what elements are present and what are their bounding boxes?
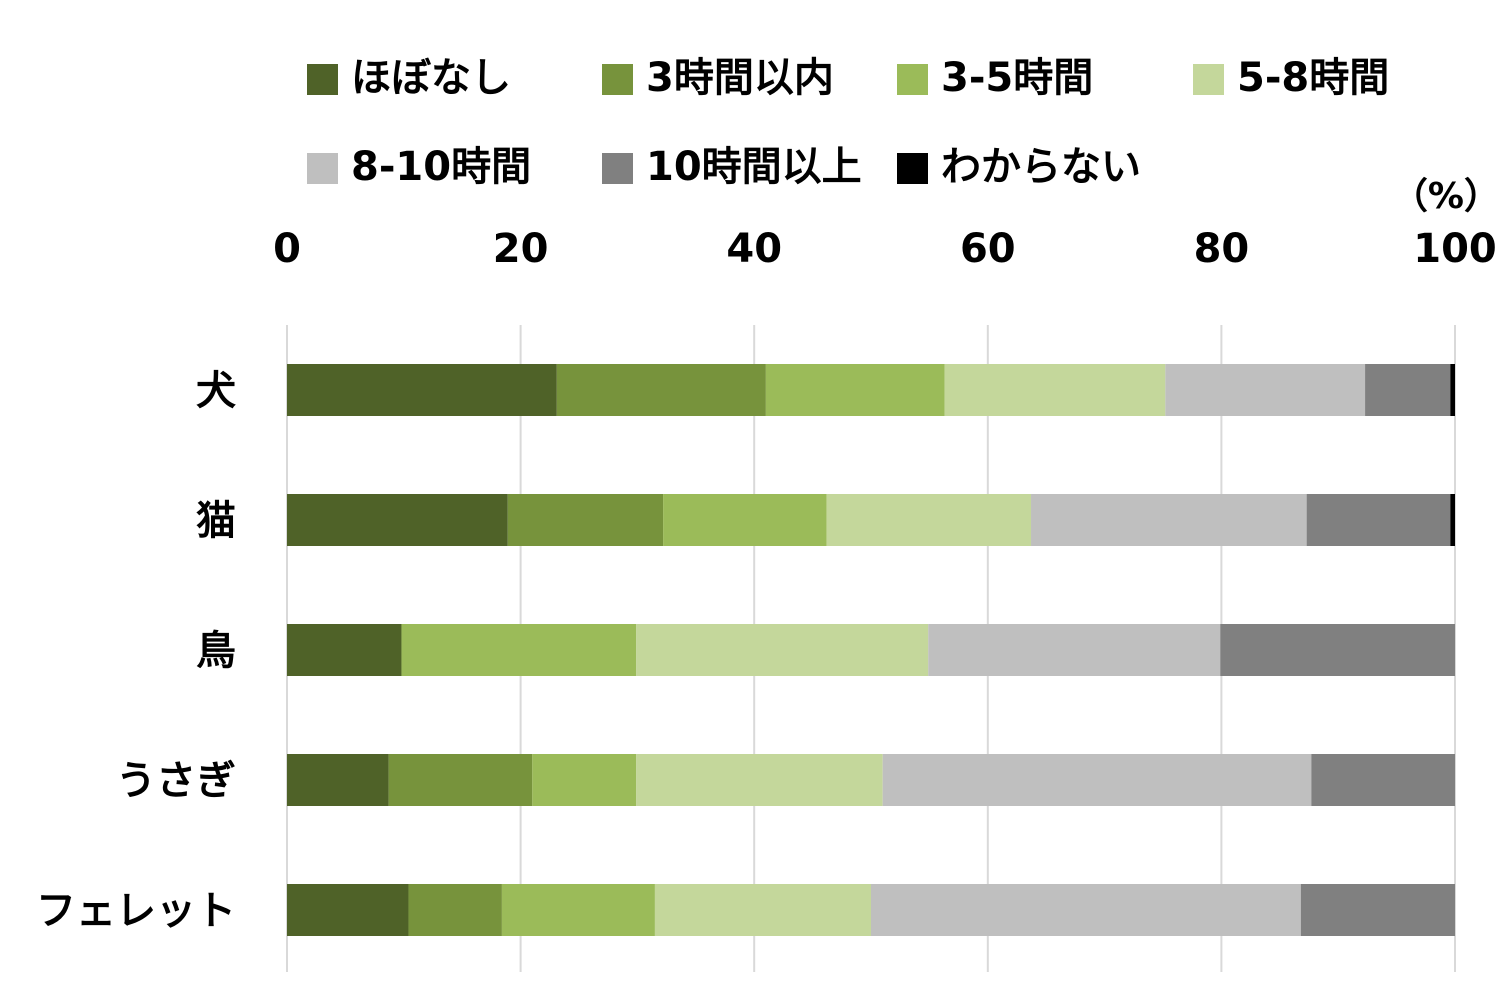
legend: ほぼなし 3時間以内 3-5時間 5-8時間 8-10時間 10時間以上 わからない [307,55,1389,190]
bar-segment-cat4-series1 [287,754,389,806]
x-axis-ticks: 0 20 40 60 80 100 [273,226,1497,272]
bar-segment-cat3-series1 [287,624,402,676]
bar-segment-cat5-series4 [654,884,871,936]
bar-segment-cat2-series3 [663,494,827,546]
bars [287,364,1455,936]
x-tick-label-80: 80 [1194,226,1250,272]
bar-segment-cat3-series6 [1220,624,1455,676]
unit-label: （%） [1392,176,1500,217]
legend-swatch-5 [307,153,338,184]
bar-segment-cat1-series3 [765,364,945,416]
bar-segment-cat5-series1 [287,884,409,936]
bar-segment-cat5-series2 [408,884,502,936]
x-tick-label-60: 60 [960,226,1016,272]
legend-swatch-1 [307,64,338,95]
x-tick-label-100: 100 [1413,226,1497,272]
bar-segment-cat3-series4 [636,624,929,676]
bar-segment-cat4-series4 [636,754,883,806]
legend-swatch-3 [897,64,928,95]
bar-segment-cat1-series2 [556,364,766,416]
bar-segment-cat1-series6 [1365,364,1451,416]
bar-segment-cat1-series1 [287,364,557,416]
x-tick-label-40: 40 [726,226,782,272]
category-label-1: 犬 [196,368,236,414]
bar-segment-cat2-series2 [507,494,664,546]
legend-label-1: ほぼなし [351,55,511,101]
bar-segment-cat2-series6 [1306,494,1451,546]
legend-swatch-7 [897,153,928,184]
bar-segment-cat2-series7 [1450,494,1455,546]
bar-segment-cat2-series5 [1031,494,1307,546]
legend-label-2: 3時間以内 [646,55,834,101]
category-label-5: フェレット [36,888,236,934]
bar-segment-cat4-series2 [388,754,533,806]
legend-label-5: 8-10時間 [351,144,531,190]
legend-label-4: 5-8時間 [1237,55,1389,101]
legend-label-7: わからない [941,144,1141,190]
bar-segment-cat3-series5 [928,624,1221,676]
legend-label-3: 3-5時間 [941,55,1093,101]
bar-segment-cat5-series5 [871,884,1301,936]
bar-segment-cat4-series6 [1311,754,1455,806]
category-label-3: 鳥 [196,628,236,674]
x-tick-label-20: 20 [493,226,549,272]
bar-segment-cat1-series5 [1165,364,1366,416]
legend-swatch-4 [1193,64,1224,95]
bar-segment-cat1-series7 [1450,364,1455,416]
bar-segment-cat5-series3 [501,884,655,936]
bar-segment-cat2-series4 [826,494,1032,546]
bar-segment-cat5-series6 [1300,884,1455,936]
legend-swatch-6 [602,153,633,184]
x-tick-label-0: 0 [273,226,301,272]
legend-swatch-2 [602,64,633,95]
bar-segment-cat1-series4 [944,364,1166,416]
bar-segment-cat4-series3 [532,754,637,806]
bar-segment-cat3-series3 [401,624,637,676]
legend-label-6: 10時間以上 [646,144,862,190]
category-label-4: うさぎ [116,758,236,804]
bar-segment-cat4-series5 [882,754,1312,806]
category-label-2: 猫 [196,498,236,544]
bar-segment-cat2-series1 [287,494,508,546]
